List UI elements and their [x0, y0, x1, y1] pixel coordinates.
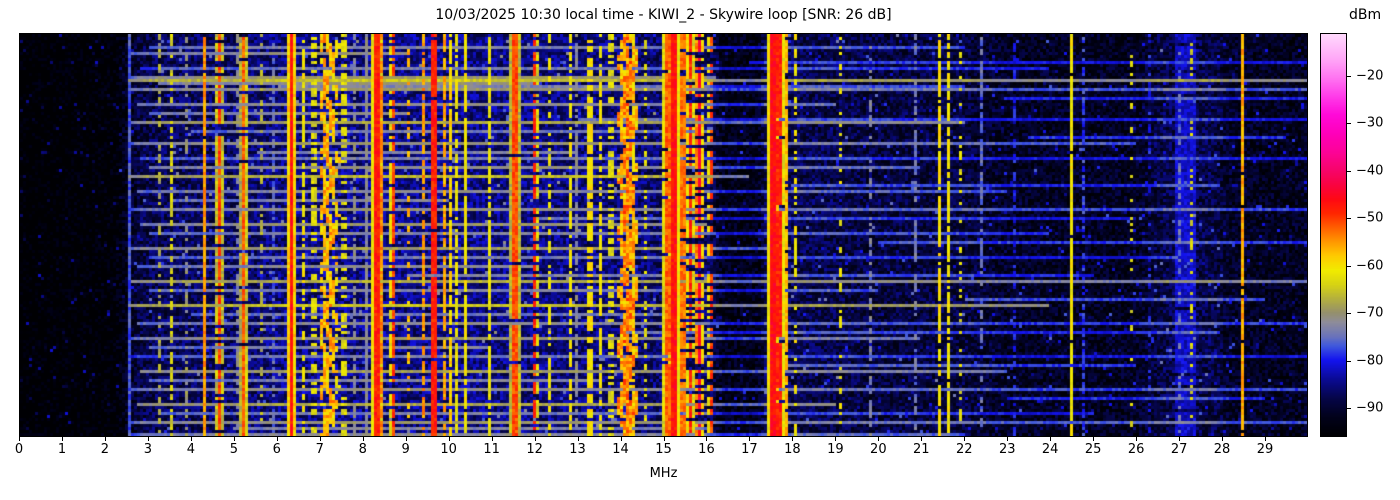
x-tick-label: 17 [741, 442, 758, 457]
x-tick-mark [1007, 437, 1009, 441]
x-tick-mark [964, 437, 966, 441]
x-tick-label: 9 [401, 442, 410, 457]
x-tick-mark [276, 437, 278, 441]
x-tick-mark [190, 437, 192, 441]
x-tick-label: 6 [272, 442, 281, 457]
colorbar-tick-label: −70 [1356, 305, 1384, 321]
colorbar-tick-label: −30 [1356, 115, 1384, 131]
x-tick-mark [19, 437, 20, 441]
waterfall-plot[interactable] [19, 33, 1308, 437]
x-tick-label: 0 [14, 442, 24, 457]
x-tick-label: 8 [358, 442, 367, 457]
x-tick-label: 23 [998, 442, 1016, 457]
x-tick-label: 20 [870, 442, 887, 457]
x-tick-label: 1 [57, 442, 67, 457]
colorbar-tick-mark [1347, 75, 1351, 77]
x-tick-mark [706, 437, 708, 441]
colorbar-unit-label: dBm [1349, 7, 1382, 23]
x-tick-label: 22 [955, 442, 973, 457]
x-tick-label: 24 [1041, 442, 1059, 457]
x-tick-label: 25 [1084, 442, 1102, 457]
x-tick-mark [1136, 437, 1138, 441]
x-tick-label: 11 [483, 442, 500, 457]
colorbar-tick-mark [1347, 408, 1351, 410]
x-tick-mark [1093, 437, 1095, 441]
x-tick-mark [749, 437, 751, 441]
colorbar-tick-mark [1347, 123, 1351, 125]
colorbar-tick-mark [1347, 313, 1351, 315]
x-tick-mark [663, 437, 665, 441]
x-tick-mark [362, 437, 364, 441]
waterfall-canvas[interactable] [20, 34, 1307, 436]
x-tick-label: 26 [1127, 442, 1145, 457]
x-tick-mark [534, 437, 536, 441]
x-tick-mark [620, 437, 622, 441]
x-tick-label: 10 [440, 442, 457, 457]
x-tick-label: 4 [186, 442, 195, 457]
x-tick-mark [61, 437, 63, 441]
x-tick-mark [1179, 437, 1181, 441]
colorbar-tick-label: −80 [1356, 353, 1384, 369]
x-axis-label: MHz [649, 466, 678, 481]
x-tick-mark [147, 437, 149, 441]
x-tick-mark [405, 437, 407, 441]
colorbar-tick-mark [1347, 170, 1351, 172]
x-tick-label: 7 [315, 442, 324, 457]
x-tick-label: 21 [913, 442, 930, 457]
x-tick-mark [792, 437, 794, 441]
x-tick-label: 15 [655, 442, 672, 457]
colorbar-tick-mark [1347, 218, 1351, 220]
colorbar-gradient [1321, 34, 1346, 436]
x-tick-mark [1222, 437, 1224, 441]
colorbar-tick-mark [1347, 265, 1351, 267]
x-tick-label: 2 [100, 442, 110, 457]
x-tick-label: 28 [1213, 442, 1231, 457]
x-tick-mark [878, 437, 880, 441]
x-tick-mark [104, 437, 106, 441]
colorbar [1320, 33, 1347, 437]
x-tick-mark [921, 437, 923, 441]
x-tick-mark [319, 437, 321, 441]
colorbar-tick-label: −50 [1356, 210, 1384, 226]
x-tick-mark [577, 437, 579, 441]
x-tick-mark [233, 437, 235, 441]
x-tick-label: 18 [784, 442, 801, 457]
colorbar-tick-label: −40 [1356, 163, 1384, 179]
x-tick-label: 27 [1170, 442, 1188, 457]
x-tick-mark [491, 437, 493, 441]
x-tick-mark [835, 437, 837, 441]
x-tick-label: 14 [612, 442, 629, 457]
x-tick-label: 16 [698, 442, 715, 457]
colorbar-tick-label: −90 [1356, 400, 1384, 416]
x-tick-mark [1050, 437, 1052, 441]
x-tick-mark [448, 437, 450, 441]
colorbar-tick-mark [1347, 360, 1351, 362]
x-tick-label: 5 [229, 442, 238, 457]
x-tick-label: 3 [143, 442, 153, 457]
x-tick-label: 12 [526, 442, 543, 457]
colorbar-tick-label: −60 [1356, 258, 1384, 274]
x-tick-label: 19 [827, 442, 844, 457]
x-tick-label: 13 [569, 442, 586, 457]
colorbar-tick-label: −20 [1356, 68, 1384, 84]
chart-title: 10/03/2025 10:30 local time - KIWI_2 - S… [435, 7, 892, 23]
x-tick-label: 29 [1256, 442, 1274, 457]
x-tick-mark [1265, 437, 1267, 441]
